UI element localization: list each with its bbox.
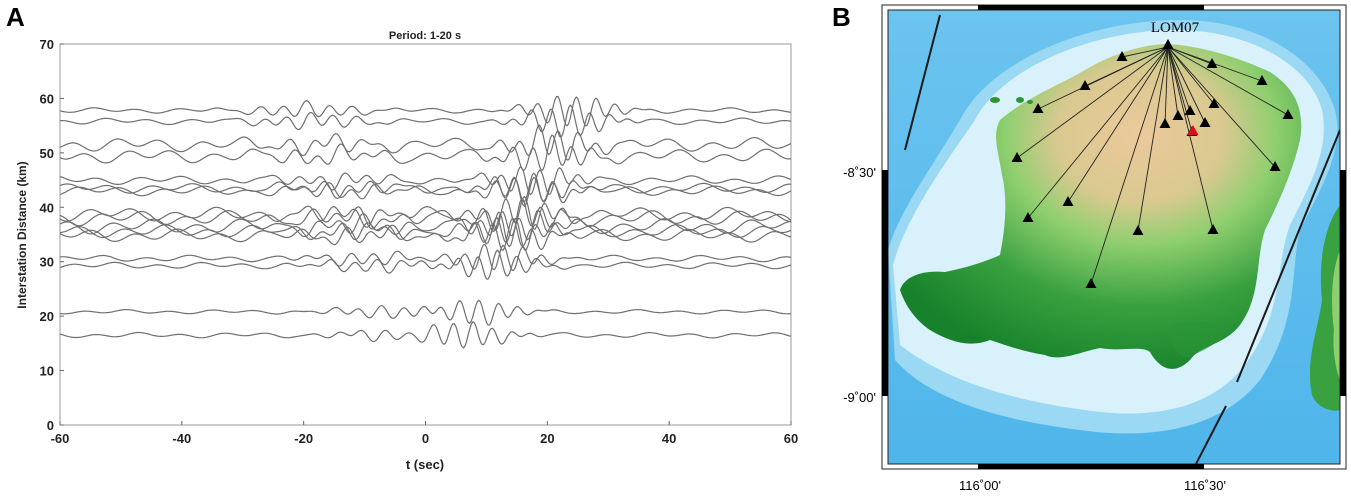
station-triangle xyxy=(1116,51,1128,61)
ray-path xyxy=(1167,46,1289,116)
neighbor-island-highland xyxy=(1332,250,1340,380)
waveform-trace xyxy=(60,124,791,161)
ray-path xyxy=(1037,46,1169,110)
islet xyxy=(1016,97,1024,103)
neighbor-island xyxy=(1309,205,1340,411)
islet xyxy=(1027,100,1033,104)
ray-path xyxy=(1027,46,1169,219)
station-triangle xyxy=(1208,98,1220,108)
station-triangle xyxy=(1132,225,1144,235)
station-triangle xyxy=(1206,58,1218,68)
lat-label-2: -9˚00' xyxy=(843,390,876,405)
frame-bar-bottom xyxy=(978,464,1204,469)
station-triangle xyxy=(1062,196,1074,206)
station-triangle xyxy=(1282,109,1294,119)
waveform-trace xyxy=(60,95,791,127)
lon-label-2: 116˚30' xyxy=(1184,478,1226,493)
station-triangle xyxy=(1184,105,1196,115)
plot-frame xyxy=(59,43,792,426)
waveform-trace xyxy=(60,134,791,171)
station-triangle xyxy=(1269,161,1281,171)
waveform-trace xyxy=(60,104,791,139)
x-tick-label: -20 xyxy=(294,431,313,446)
islet xyxy=(990,97,1000,103)
ray-path xyxy=(1090,46,1169,285)
x-tick-label: 40 xyxy=(662,431,676,446)
x-tick-label: -40 xyxy=(172,431,191,446)
frame-bar-left xyxy=(882,170,888,396)
fault-line xyxy=(904,14,941,151)
reference-station-triangle xyxy=(1162,39,1174,49)
ray-path xyxy=(1167,46,1276,168)
station-triangle xyxy=(1172,110,1184,120)
station-triangle xyxy=(1085,278,1097,288)
waveform-trace xyxy=(60,243,791,272)
island-lowland-south xyxy=(1169,320,1225,358)
x-tick-label: 0 xyxy=(422,431,429,446)
ray-path xyxy=(1167,46,1193,133)
ray-path xyxy=(1167,46,1191,112)
y-tick-label: 60 xyxy=(40,91,54,106)
x-axis: -60 -40 -20 0 20 40 60 xyxy=(51,421,798,446)
ray-path xyxy=(1121,46,1169,58)
x-tick-label: 20 xyxy=(540,431,554,446)
waveform-traces xyxy=(60,95,791,349)
y-tick-label: 10 xyxy=(40,364,54,379)
y-axis-label: Interstation Distance (km) xyxy=(15,161,29,308)
waveform-trace xyxy=(60,321,791,349)
station-triangle xyxy=(1199,117,1211,127)
ray-paths xyxy=(1016,46,1289,285)
y-tick-label: 0 xyxy=(47,418,54,433)
ray-path xyxy=(1016,46,1169,159)
panel-label-a: A xyxy=(6,2,25,32)
ray-path xyxy=(1067,46,1169,203)
station-triangle xyxy=(1022,212,1034,222)
y-tick-label: 50 xyxy=(40,146,54,161)
waveform-trace xyxy=(60,198,791,237)
station-triangle xyxy=(1032,103,1044,113)
waveform-trace xyxy=(60,166,791,196)
x-axis-label: t (sec) xyxy=(406,457,444,472)
lon-label-1: 116˚00' xyxy=(959,478,1001,493)
waveform-trace xyxy=(60,249,791,281)
waveform-trace xyxy=(60,209,791,248)
x-tick-label: -60 xyxy=(51,431,70,446)
summit-marker xyxy=(1187,125,1199,135)
frame-bar-top xyxy=(978,5,1204,10)
fault-line xyxy=(1236,129,1340,383)
y-tick-label: 20 xyxy=(40,309,54,324)
fault-line xyxy=(1195,405,1227,464)
ray-path xyxy=(1167,46,1214,231)
waveform-trace xyxy=(60,172,791,203)
station-triangle xyxy=(1011,152,1023,162)
ray-path xyxy=(1167,46,1215,105)
waveform-trace xyxy=(60,217,791,251)
stations xyxy=(1011,39,1294,288)
waveform-trace xyxy=(60,299,791,326)
x-tick-label: 60 xyxy=(784,431,798,446)
map xyxy=(888,10,1340,464)
y-tick-label: 30 xyxy=(40,255,54,270)
ray-path xyxy=(1167,46,1206,124)
frame-bar-right xyxy=(1340,170,1346,396)
y-axis: 0 10 20 30 40 50 60 70 xyxy=(40,37,64,433)
ray-path xyxy=(1164,46,1169,125)
reference-station-label: LOM07 xyxy=(1151,20,1200,36)
ray-path xyxy=(1167,46,1179,117)
chart-title: Period: 1-20 s xyxy=(389,30,461,42)
panel-label-b: B xyxy=(832,2,851,32)
station-triangle xyxy=(1079,80,1091,90)
lat-label-1: -8˚30' xyxy=(843,165,876,180)
waveform-trace xyxy=(60,176,791,208)
station-triangle xyxy=(1256,75,1268,85)
y-tick-label: 70 xyxy=(40,37,54,52)
y-tick-label: 40 xyxy=(40,200,54,215)
station-triangle xyxy=(1207,224,1219,234)
waveform-trace xyxy=(60,217,791,251)
station-triangle xyxy=(1159,118,1171,128)
waveform-trace xyxy=(60,195,791,231)
ray-path xyxy=(1137,46,1169,232)
